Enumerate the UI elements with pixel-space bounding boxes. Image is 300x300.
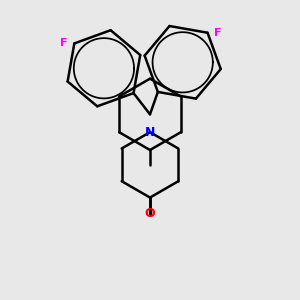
Text: F: F [60, 38, 68, 48]
Text: O: O [145, 207, 155, 220]
Text: F: F [214, 28, 222, 38]
Text: N: N [145, 126, 155, 139]
